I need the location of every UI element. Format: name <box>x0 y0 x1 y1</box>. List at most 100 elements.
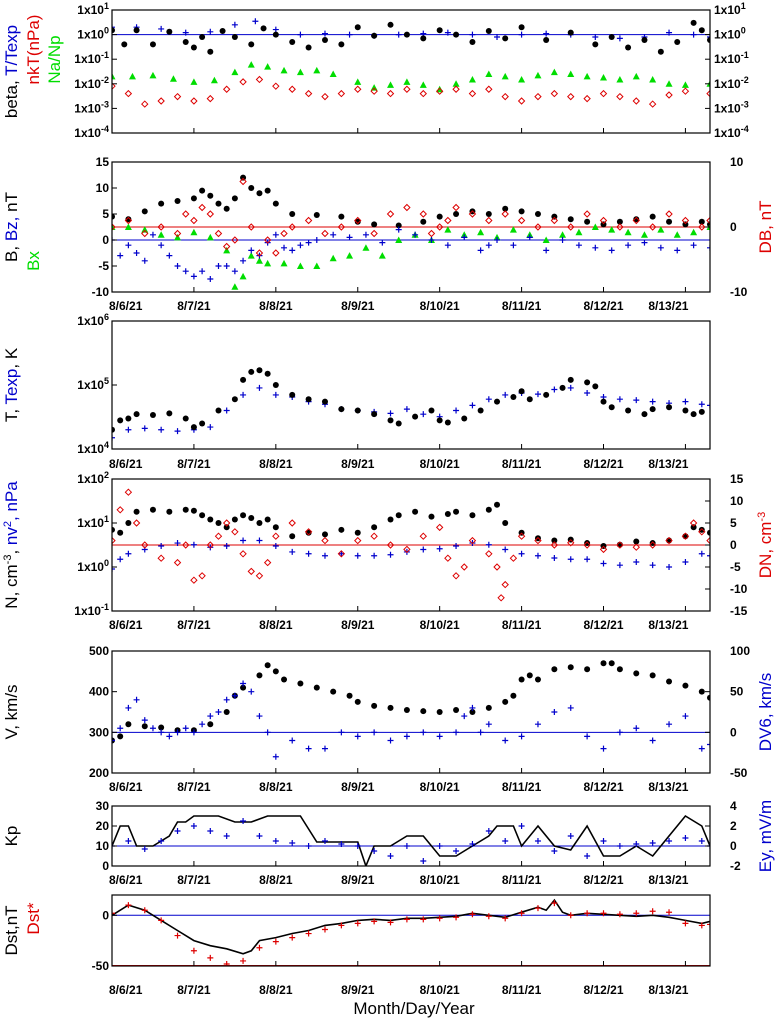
data-point <box>461 234 468 241</box>
data-point <box>485 704 492 711</box>
data-point <box>166 28 173 35</box>
series-group <box>112 488 710 602</box>
series-group <box>112 174 710 290</box>
data-point <box>174 263 181 269</box>
data-point <box>239 78 247 86</box>
data-point <box>289 737 296 744</box>
data-point <box>329 254 337 262</box>
x-tick-label: 8/13/21 <box>648 457 688 471</box>
data-point <box>190 273 197 280</box>
data-point <box>502 391 509 398</box>
data-point <box>452 85 460 93</box>
data-point <box>436 545 443 552</box>
data-point <box>681 532 690 540</box>
data-point <box>608 660 615 667</box>
data-point <box>534 223 542 231</box>
x-tick-label: 8/8/21 <box>259 457 293 471</box>
data-point <box>289 211 296 217</box>
y-axis-label-secondary: nkT(nPa) <box>24 15 43 85</box>
data-point <box>166 733 173 740</box>
data-point <box>214 229 223 238</box>
data-point <box>264 370 271 377</box>
data-point <box>550 541 559 549</box>
data-point <box>649 672 656 679</box>
data-point <box>518 31 525 38</box>
data-point <box>190 97 198 105</box>
data-point <box>231 396 238 403</box>
data-point <box>435 523 444 532</box>
data-point <box>403 203 411 212</box>
data-point <box>313 262 321 269</box>
data-point <box>272 31 279 38</box>
y-tick-label-right: 2 <box>730 819 737 833</box>
data-point <box>387 81 395 88</box>
data-point <box>272 753 279 760</box>
data-point <box>272 249 280 257</box>
data-point <box>264 662 271 669</box>
data-point <box>272 838 279 844</box>
data-point <box>707 244 710 251</box>
data-point <box>272 524 279 531</box>
data-point <box>510 242 517 249</box>
data-point <box>551 848 558 854</box>
data-point <box>534 536 542 545</box>
x-tick-label: 8/12/21 <box>583 457 623 471</box>
data-point <box>436 709 443 715</box>
data-point <box>354 698 361 705</box>
data-point <box>371 918 378 925</box>
x-tick-label: 8/13/21 <box>648 873 688 887</box>
data-point <box>632 216 640 225</box>
x-tick-label: 8/7/21 <box>177 780 211 794</box>
x-tick-label: 8/11/21 <box>502 457 542 471</box>
y-tick-label: 20 <box>96 819 110 833</box>
data-point <box>485 913 492 920</box>
data-point <box>240 957 247 964</box>
data-point <box>240 376 247 383</box>
data-point <box>502 35 509 42</box>
data-point <box>616 666 623 673</box>
data-point <box>158 25 165 32</box>
y-axis-label-secondary: Bx <box>24 251 43 271</box>
data-point <box>690 19 697 26</box>
y-tick-label: 1x10-3 <box>74 99 109 115</box>
data-point <box>641 239 648 246</box>
data-point <box>263 558 272 567</box>
data-point <box>616 218 623 225</box>
data-point <box>296 68 304 76</box>
x-tick-label: 8/8/21 <box>259 299 293 313</box>
data-point <box>198 203 206 212</box>
data-point <box>649 213 656 220</box>
x-tick-label: 8/9/21 <box>341 780 375 794</box>
data-point <box>649 406 656 413</box>
data-point <box>199 268 206 275</box>
data-point <box>485 242 492 249</box>
x-tick-label: 8/10/21 <box>420 618 460 632</box>
data-point <box>248 514 255 521</box>
data-point <box>321 398 328 405</box>
data-point <box>338 406 345 413</box>
data-point <box>616 75 624 83</box>
data-point <box>132 519 141 527</box>
data-point <box>206 233 214 241</box>
data-point <box>305 529 312 536</box>
data-point <box>223 205 230 212</box>
data-point <box>222 85 231 93</box>
data-point <box>698 526 705 533</box>
data-point <box>468 536 477 545</box>
data-point <box>665 536 673 545</box>
data-point <box>289 934 296 941</box>
x-tick-label: 8/12/21 <box>583 618 623 632</box>
data-point <box>223 263 230 269</box>
data-point <box>321 926 328 933</box>
y-axis-label-secondary: Dst* <box>24 902 43 935</box>
data-point <box>666 29 673 36</box>
data-point <box>338 729 345 736</box>
data-point <box>158 543 165 550</box>
data-point <box>534 721 541 728</box>
data-point <box>158 200 165 207</box>
data-point <box>231 516 238 523</box>
data-point <box>338 41 345 48</box>
data-point <box>648 100 657 108</box>
data-point <box>288 519 296 527</box>
data-point <box>616 92 624 101</box>
